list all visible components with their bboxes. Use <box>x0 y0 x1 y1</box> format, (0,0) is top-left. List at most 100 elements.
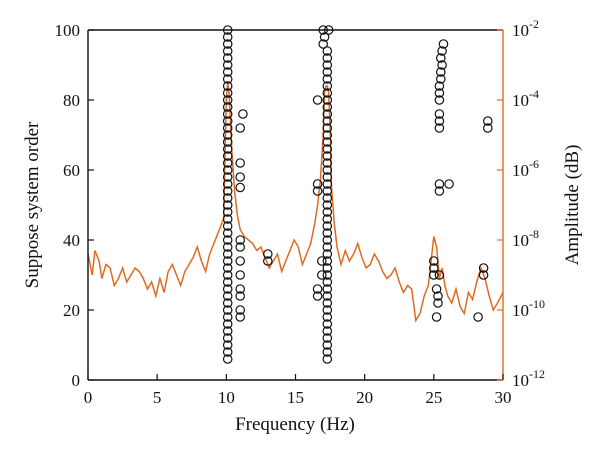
spectrum-line <box>87 82 504 323</box>
y-right-tick-base: 10 <box>512 231 529 250</box>
stability-marker <box>322 102 333 112</box>
stability-marker <box>222 263 233 273</box>
markers-layer <box>222 25 493 364</box>
x-tick-label: 20 <box>356 388 373 407</box>
y-right-tick-exponent: -2 <box>529 17 539 31</box>
stability-marker <box>222 235 233 245</box>
y-left-ticks: 0 20 40 60 80 100 <box>55 21 94 390</box>
stability-marker <box>222 312 233 322</box>
stability-marker <box>235 284 245 294</box>
y-right-tick-base: 10 <box>512 91 529 110</box>
stability-marker <box>431 284 442 294</box>
y-right-tick-label: 10-12 <box>512 367 545 390</box>
stability-marker <box>322 60 333 70</box>
stability-marker <box>222 270 233 280</box>
stability-marker <box>322 340 333 350</box>
stability-marker <box>312 179 323 189</box>
stability-marker <box>322 179 333 189</box>
stability-marker <box>235 270 245 280</box>
stability-marker <box>434 116 445 126</box>
y-left-tick-label: 40 <box>63 231 80 250</box>
stability-marker <box>222 354 233 364</box>
stability-marker <box>238 109 248 119</box>
stability-marker <box>431 312 442 322</box>
stability-marker <box>322 214 333 224</box>
stability-marker <box>222 137 233 147</box>
stability-marker <box>222 109 233 119</box>
stability-marker <box>222 333 233 343</box>
stability-marker <box>322 123 333 133</box>
stability-marker <box>222 116 233 126</box>
stability-marker <box>322 81 333 91</box>
y-right-tick-base: 10 <box>512 161 529 180</box>
stability-marker <box>322 186 333 196</box>
stability-marker <box>316 256 327 266</box>
stability-marker <box>478 270 489 280</box>
stability-marker <box>222 81 233 91</box>
stability-marker <box>222 249 233 259</box>
stability-marker <box>322 116 333 126</box>
stability-marker <box>222 67 233 77</box>
stability-marker <box>438 39 449 49</box>
stability-marker <box>322 354 333 364</box>
stability-marker <box>322 221 333 231</box>
y-left-tick-label: 100 <box>55 21 81 40</box>
stability-marker <box>434 186 445 196</box>
stability-marker <box>434 179 445 189</box>
stability-marker <box>319 32 330 42</box>
stability-marker <box>222 193 233 203</box>
stability-marker <box>222 277 233 287</box>
stability-marker <box>312 95 323 105</box>
stability-marker <box>235 123 245 133</box>
stability-marker <box>222 144 233 154</box>
stability-marker <box>316 270 327 280</box>
y-left-tick-label: 80 <box>63 91 80 110</box>
stability-marker <box>222 214 233 224</box>
stability-marker <box>428 256 439 266</box>
stability-marker <box>482 123 493 133</box>
stability-marker <box>222 242 233 252</box>
stability-marker <box>322 74 333 84</box>
y-left-axis-title: Suppose system order <box>22 121 43 288</box>
stability-marker <box>322 312 333 322</box>
stability-marker <box>322 151 333 161</box>
stability-marker <box>322 172 333 182</box>
stability-marker <box>222 74 233 84</box>
stability-marker <box>322 137 333 147</box>
stability-marker <box>434 81 445 91</box>
stability-marker <box>322 130 333 140</box>
stability-marker <box>222 102 233 112</box>
stability-marker <box>235 182 245 193</box>
stability-marker <box>262 256 273 266</box>
x-ticks: 0 5 10 15 20 25 30 <box>84 374 512 407</box>
stability-marker <box>322 291 333 301</box>
y-right-tick-base: 10 <box>512 371 529 390</box>
stability-marker <box>222 186 233 196</box>
stability-marker <box>222 284 233 294</box>
stability-marker <box>435 74 446 84</box>
stability-marker <box>235 291 245 301</box>
stability-marker <box>222 46 233 56</box>
stability-marker <box>222 319 233 329</box>
stability-marker <box>322 144 333 154</box>
stability-marker <box>444 179 454 189</box>
stability-marker <box>262 249 273 259</box>
stability-marker <box>435 53 446 63</box>
spectrum-layer <box>87 82 504 323</box>
y-right-tick-label: 10-6 <box>512 157 539 180</box>
stability-marker <box>322 88 333 98</box>
stability-marker <box>222 158 233 168</box>
x-tick-label: 10 <box>218 388 235 407</box>
stability-marker <box>322 326 333 336</box>
stability-marker <box>434 270 445 280</box>
stability-marker <box>235 256 245 266</box>
y-right-tick-label: 10-10 <box>512 297 545 320</box>
x-axis-title: Frequency (Hz) <box>235 414 355 435</box>
x-tick-label: 30 <box>495 388 512 407</box>
stability-marker <box>434 123 445 133</box>
stability-marker <box>322 277 333 287</box>
y-right-tick-exponent: -10 <box>529 297 545 311</box>
y-right-tick-label: 10-2 <box>512 17 539 40</box>
stability-marker <box>235 172 245 182</box>
stability-marker <box>322 305 333 315</box>
